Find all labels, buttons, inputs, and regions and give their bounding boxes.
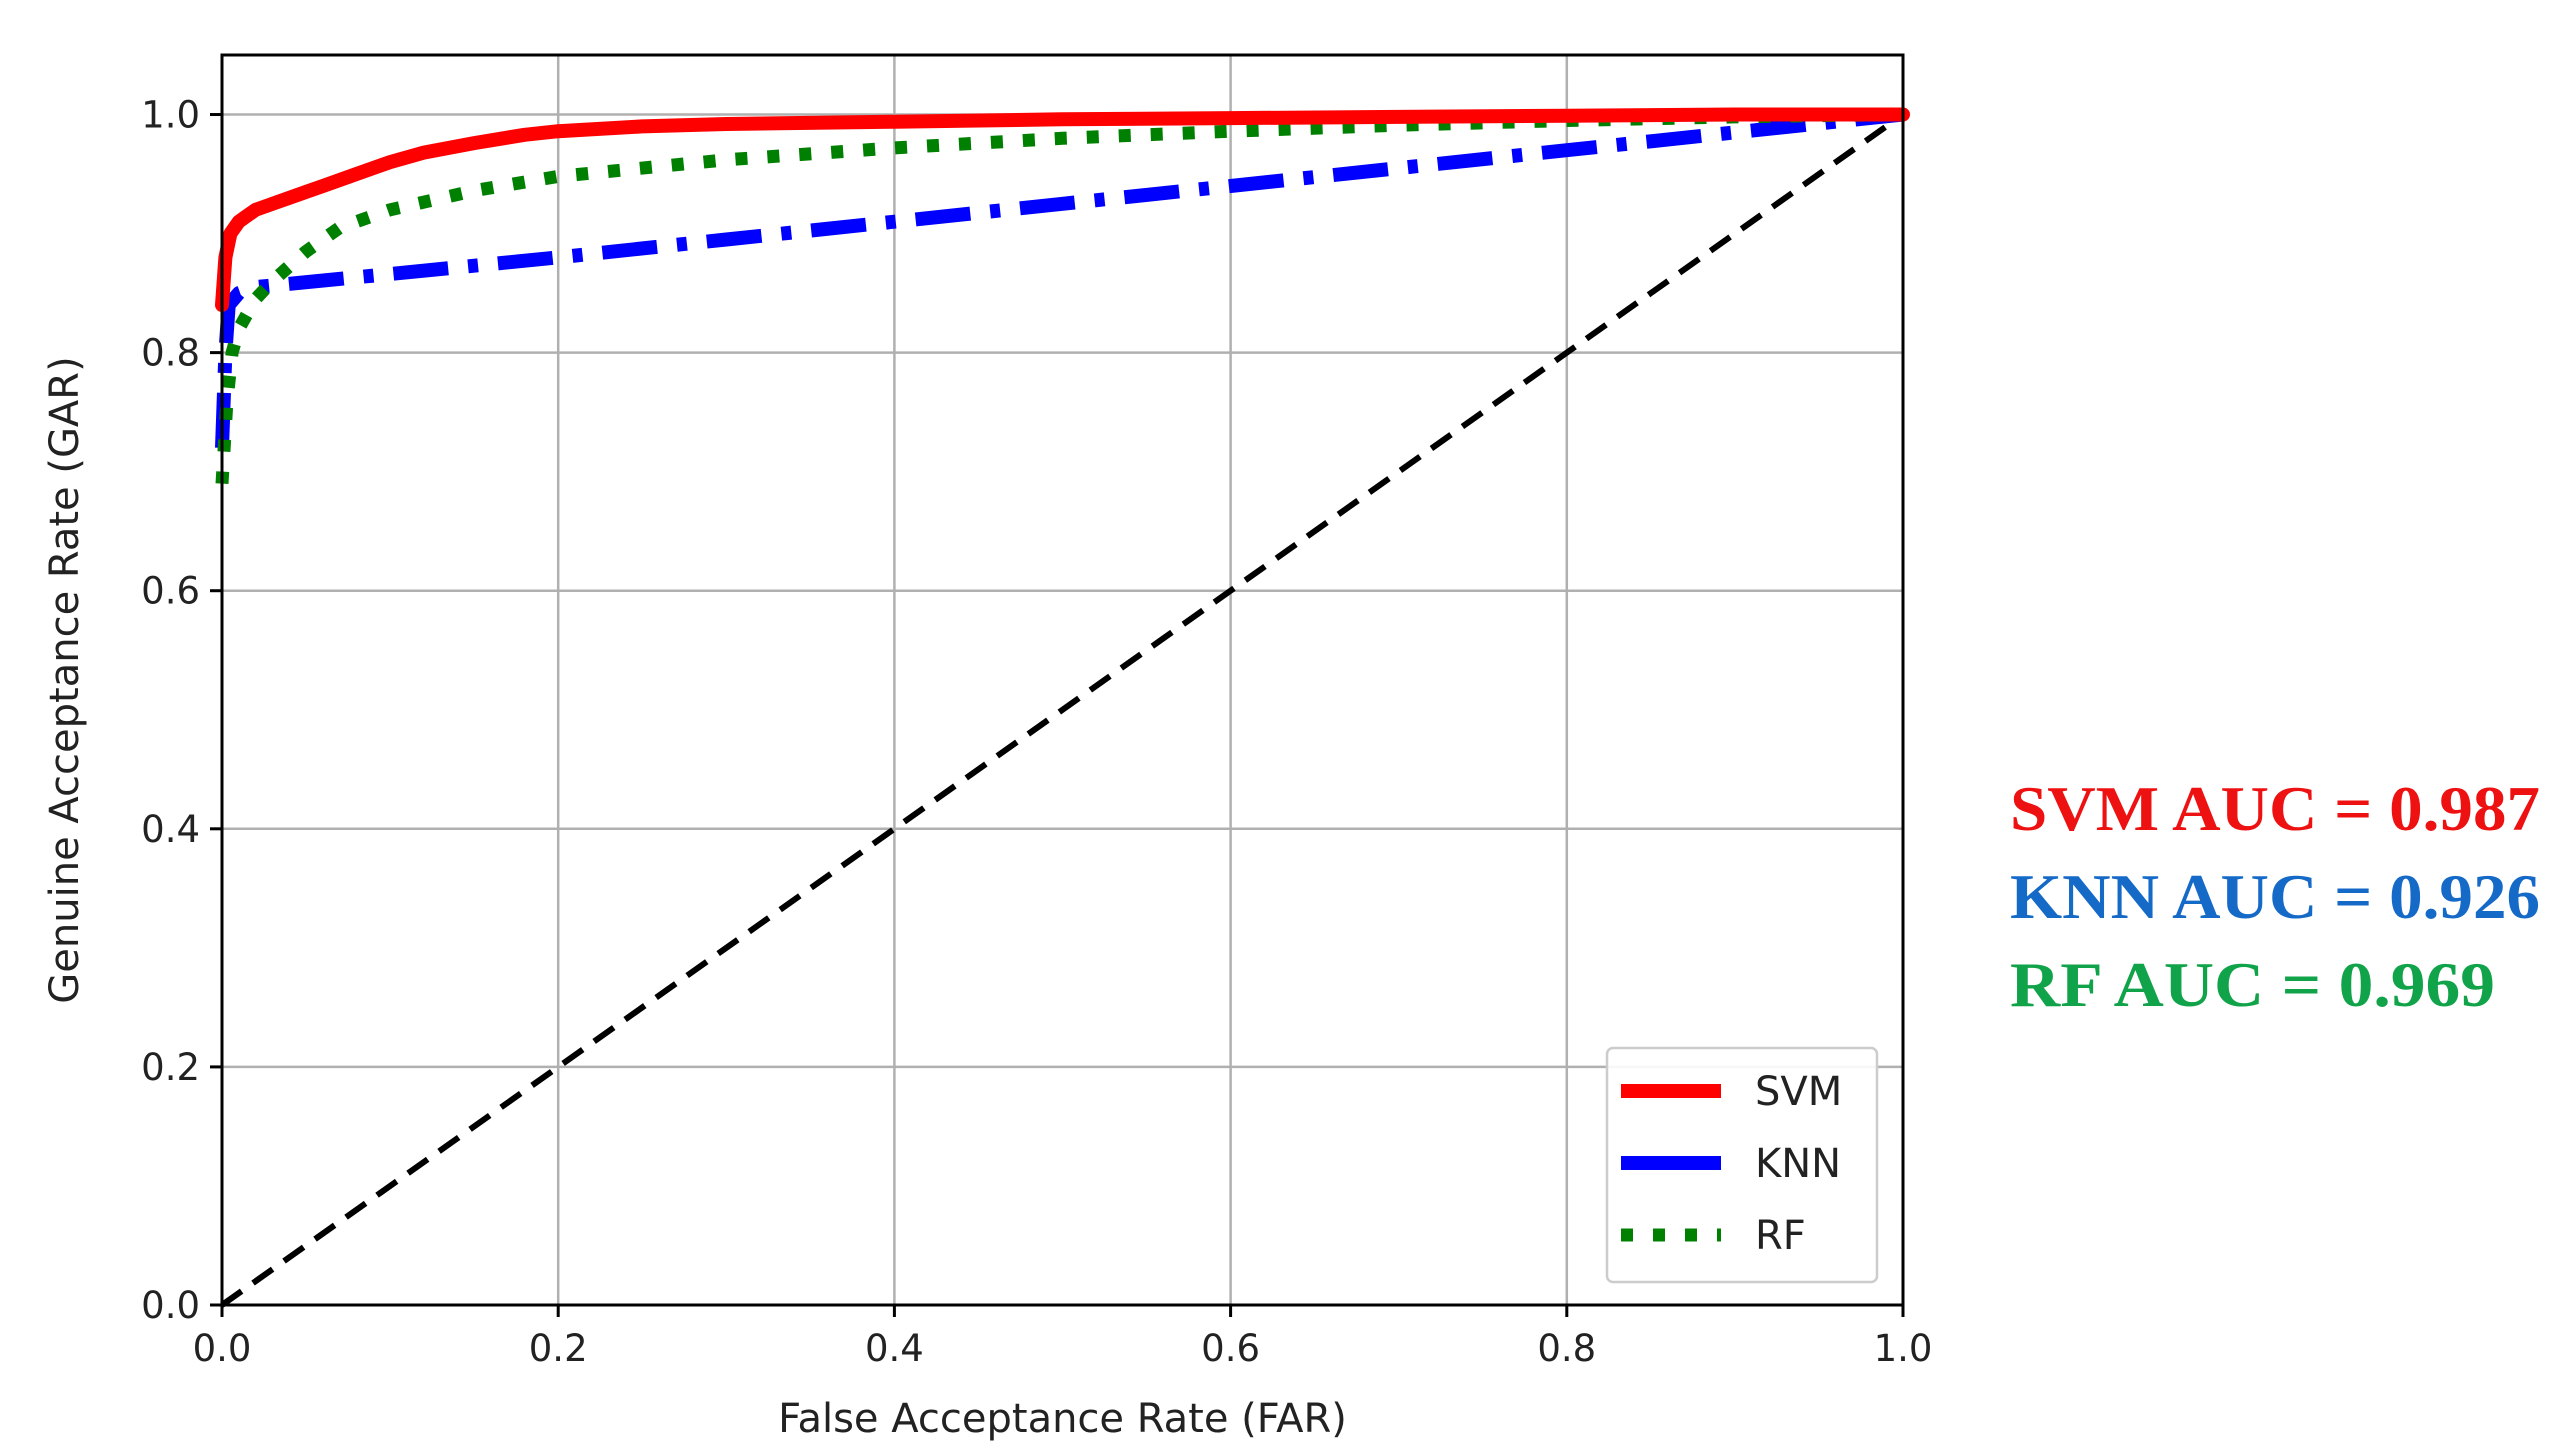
reference-diagonal-line (220, 112, 1905, 1308)
x-axis-label: False Acceptance Rate (FAR) (778, 1396, 1347, 1442)
x-tick-label: 0.8 (1537, 1327, 1596, 1370)
y-tick-label: 0.8 (141, 332, 200, 375)
y-tick-label: 0.4 (141, 808, 200, 851)
auc-annotation: SVM AUC = 0.987 (2010, 773, 2540, 844)
x-tick-label: 1.0 (1874, 1327, 1933, 1370)
legend-label-rf: RF (1755, 1213, 1806, 1259)
y-tick-label: 0.0 (141, 1284, 200, 1327)
legend-label-knn: KNN (1755, 1141, 1841, 1187)
y-axis-ticks: 0.0 0.2 0.4 0.6 0.8 1.0 (141, 94, 222, 1327)
legend-box (1605, 1046, 1879, 1284)
auc-annotations: SVM AUC = 0.987 KNN AUC = 0.926 RF AUC = 0… (2010, 773, 2540, 1020)
y-tick-label: 0.6 (141, 570, 200, 613)
auc-annotation: RF AUC = 0.969 (2010, 949, 2495, 1020)
legend: SVM KNN RF (1605, 1046, 1879, 1284)
series-line-svm (215, 107, 1910, 312)
series-layer (215, 107, 1910, 484)
series-line-rf (215, 108, 1904, 484)
x-tick-label: 0.2 (529, 1327, 588, 1370)
auc-annotation: KNN AUC = 0.926 (2010, 861, 2540, 932)
x-tick-label: 0.4 (865, 1327, 924, 1370)
y-axis-label: Genuine Acceptance Rate (GAR) (42, 356, 88, 1003)
x-tick-label: 0.6 (1201, 1327, 1260, 1370)
y-tick-label: 1.0 (141, 94, 200, 137)
series-line-knn (215, 107, 1904, 449)
plot-frame (220, 53, 1905, 1307)
x-axis-ticks: 0.0 0.2 0.4 0.6 0.8 1.0 (193, 1305, 1933, 1370)
y-tick-label: 0.2 (141, 1046, 200, 1089)
x-tick-label: 0.0 (193, 1327, 252, 1370)
reference-diagonal (220, 112, 1905, 1308)
legend-label-svm: SVM (1755, 1069, 1842, 1115)
